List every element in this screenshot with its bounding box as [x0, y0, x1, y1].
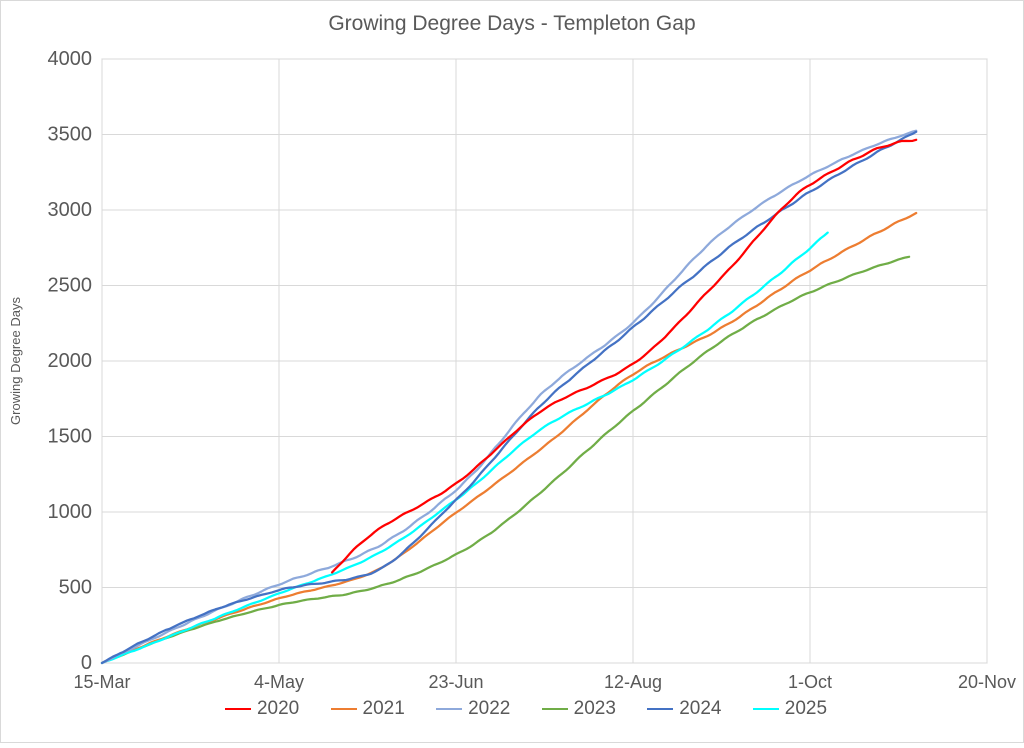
- svg-text:4000: 4000: [48, 48, 93, 70]
- svg-text:1000: 1000: [48, 501, 93, 523]
- svg-text:12-Aug: 12-Aug: [604, 672, 662, 692]
- svg-text:20-Nov: 20-Nov: [958, 672, 1016, 692]
- svg-text:2500: 2500: [48, 275, 93, 297]
- svg-text:500: 500: [59, 577, 92, 599]
- svg-text:1-Oct: 1-Oct: [788, 672, 832, 692]
- svg-text:4-May: 4-May: [254, 672, 304, 692]
- svg-text:15-Mar: 15-Mar: [73, 672, 130, 692]
- svg-text:3000: 3000: [48, 199, 93, 221]
- svg-text:Growing Degree Days: Growing Degree Days: [8, 297, 23, 425]
- svg-text:3500: 3500: [48, 124, 93, 146]
- svg-text:23-Jun: 23-Jun: [428, 672, 483, 692]
- svg-text:1500: 1500: [48, 426, 93, 448]
- svg-text:2000: 2000: [48, 350, 93, 372]
- svg-text:0: 0: [81, 652, 92, 674]
